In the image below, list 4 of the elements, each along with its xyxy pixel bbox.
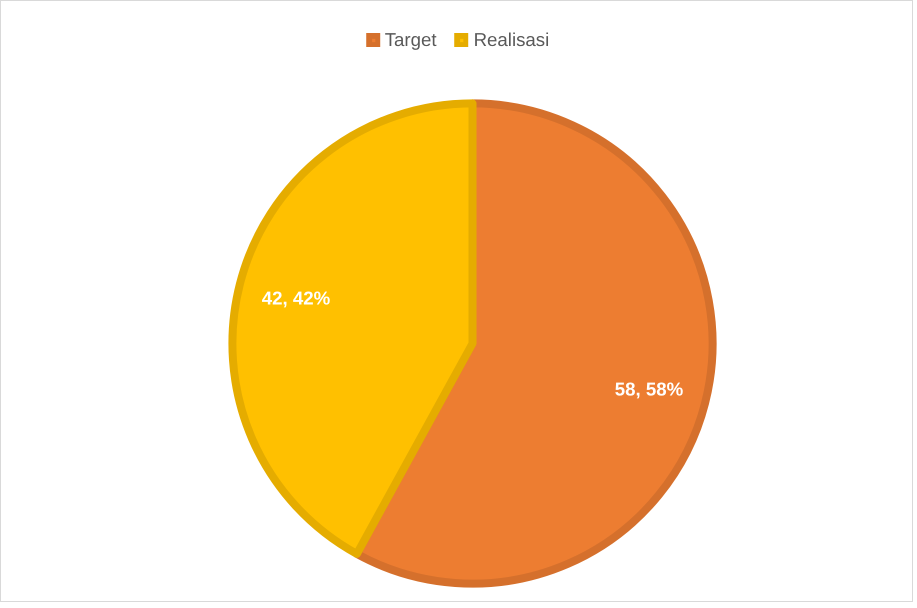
legend-label: Target xyxy=(384,29,437,51)
data-label: 42, 42% xyxy=(262,288,331,309)
data-label: 58, 58% xyxy=(614,378,684,400)
legend-label: Realisasi xyxy=(474,29,550,51)
